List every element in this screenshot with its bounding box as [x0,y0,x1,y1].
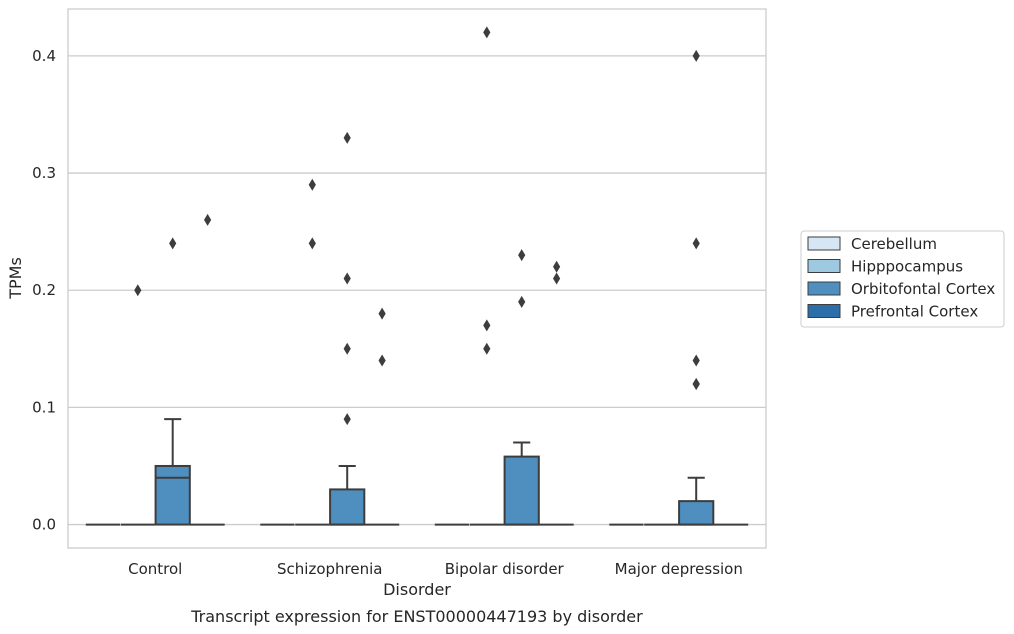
outlier-point [134,284,142,297]
x-axis-label: Disorder [383,580,451,599]
outlier-point [692,237,700,250]
box-prefrontal-cortex [539,260,574,526]
box-orbitofontal-cortex [503,249,540,526]
legend-swatch [807,281,841,296]
y-tick-label: 0.4 [32,47,56,65]
box-body [154,464,191,526]
box-body [329,488,366,526]
x-tick-label: Schizophrenia [277,560,382,578]
outlier-point [518,249,526,262]
box-orbitofontal-cortex [154,237,191,526]
box-body [503,455,540,526]
legend: Cerebellum Hipppocampus Orbitofontal Corte… [800,230,1005,328]
legend-frame [800,230,1005,328]
x-tick-label: Major depression [615,560,743,578]
box-orbitofontal-cortex [678,49,715,526]
outlier-point [169,237,177,250]
box-prefrontal-cortex [190,213,225,526]
legend-label: Prefrontal Cortex [851,303,978,321]
chart-caption: Transcript expression for ENST0000044719… [190,607,643,626]
legend-label: Cerebellum [851,235,937,253]
outlier-point [308,178,316,191]
outlier-point [343,342,351,355]
outlier-point [518,295,526,308]
tick-labels: 0.0 0.1 0.2 0.3 0.4 Control Schizophrenia Bipol… [32,47,743,578]
outlier-point [692,354,700,367]
plot-area [67,8,767,549]
legend-label: Orbitofontal Cortex [851,280,995,298]
box-series [85,26,749,526]
box-hipppocampus [469,26,504,526]
y-tick-label: 0.0 [32,516,56,534]
legend-swatch [807,236,841,251]
outlier-point [343,131,351,144]
y-tick-label: 0.3 [32,164,56,182]
box-orbitofontal-cortex [329,131,366,526]
outlier-point [378,354,386,367]
outlier-point [483,26,491,39]
outlier-point [204,213,212,226]
x-tick-label: Bipolar disorder [445,560,565,578]
y-axis-label: TPMs [6,257,25,300]
outlier-point [692,377,700,390]
outlier-point [343,272,351,285]
outlier-point [553,260,561,273]
outlier-point [343,413,351,426]
legend-swatch [807,259,841,273]
outlier-point [483,342,491,355]
legend-swatch [807,304,841,318]
outlier-point [378,307,386,320]
outlier-point [308,237,316,250]
box-hipppocampus [120,284,155,526]
box-body [678,500,715,526]
outlier-point [692,49,700,62]
outlier-point [553,272,561,285]
x-tick-label: Control [128,560,182,578]
legend-label: Hipppocampus [851,258,963,276]
y-tick-label: 0.2 [32,281,56,299]
y-tick-label: 0.1 [32,398,56,416]
box-hipppocampus [295,178,330,526]
outlier-point [483,319,491,332]
box-prefrontal-cortex [364,307,400,526]
